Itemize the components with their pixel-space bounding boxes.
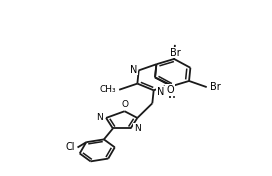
Text: CH₃: CH₃ <box>100 85 116 94</box>
Text: O: O <box>166 85 174 95</box>
Text: Br: Br <box>169 48 180 58</box>
Text: N: N <box>157 87 164 97</box>
Text: N: N <box>134 124 141 133</box>
Text: N: N <box>129 65 137 74</box>
Text: N: N <box>96 113 103 122</box>
Text: Cl: Cl <box>65 143 75 152</box>
Text: O: O <box>121 100 128 109</box>
Text: Br: Br <box>210 82 221 92</box>
